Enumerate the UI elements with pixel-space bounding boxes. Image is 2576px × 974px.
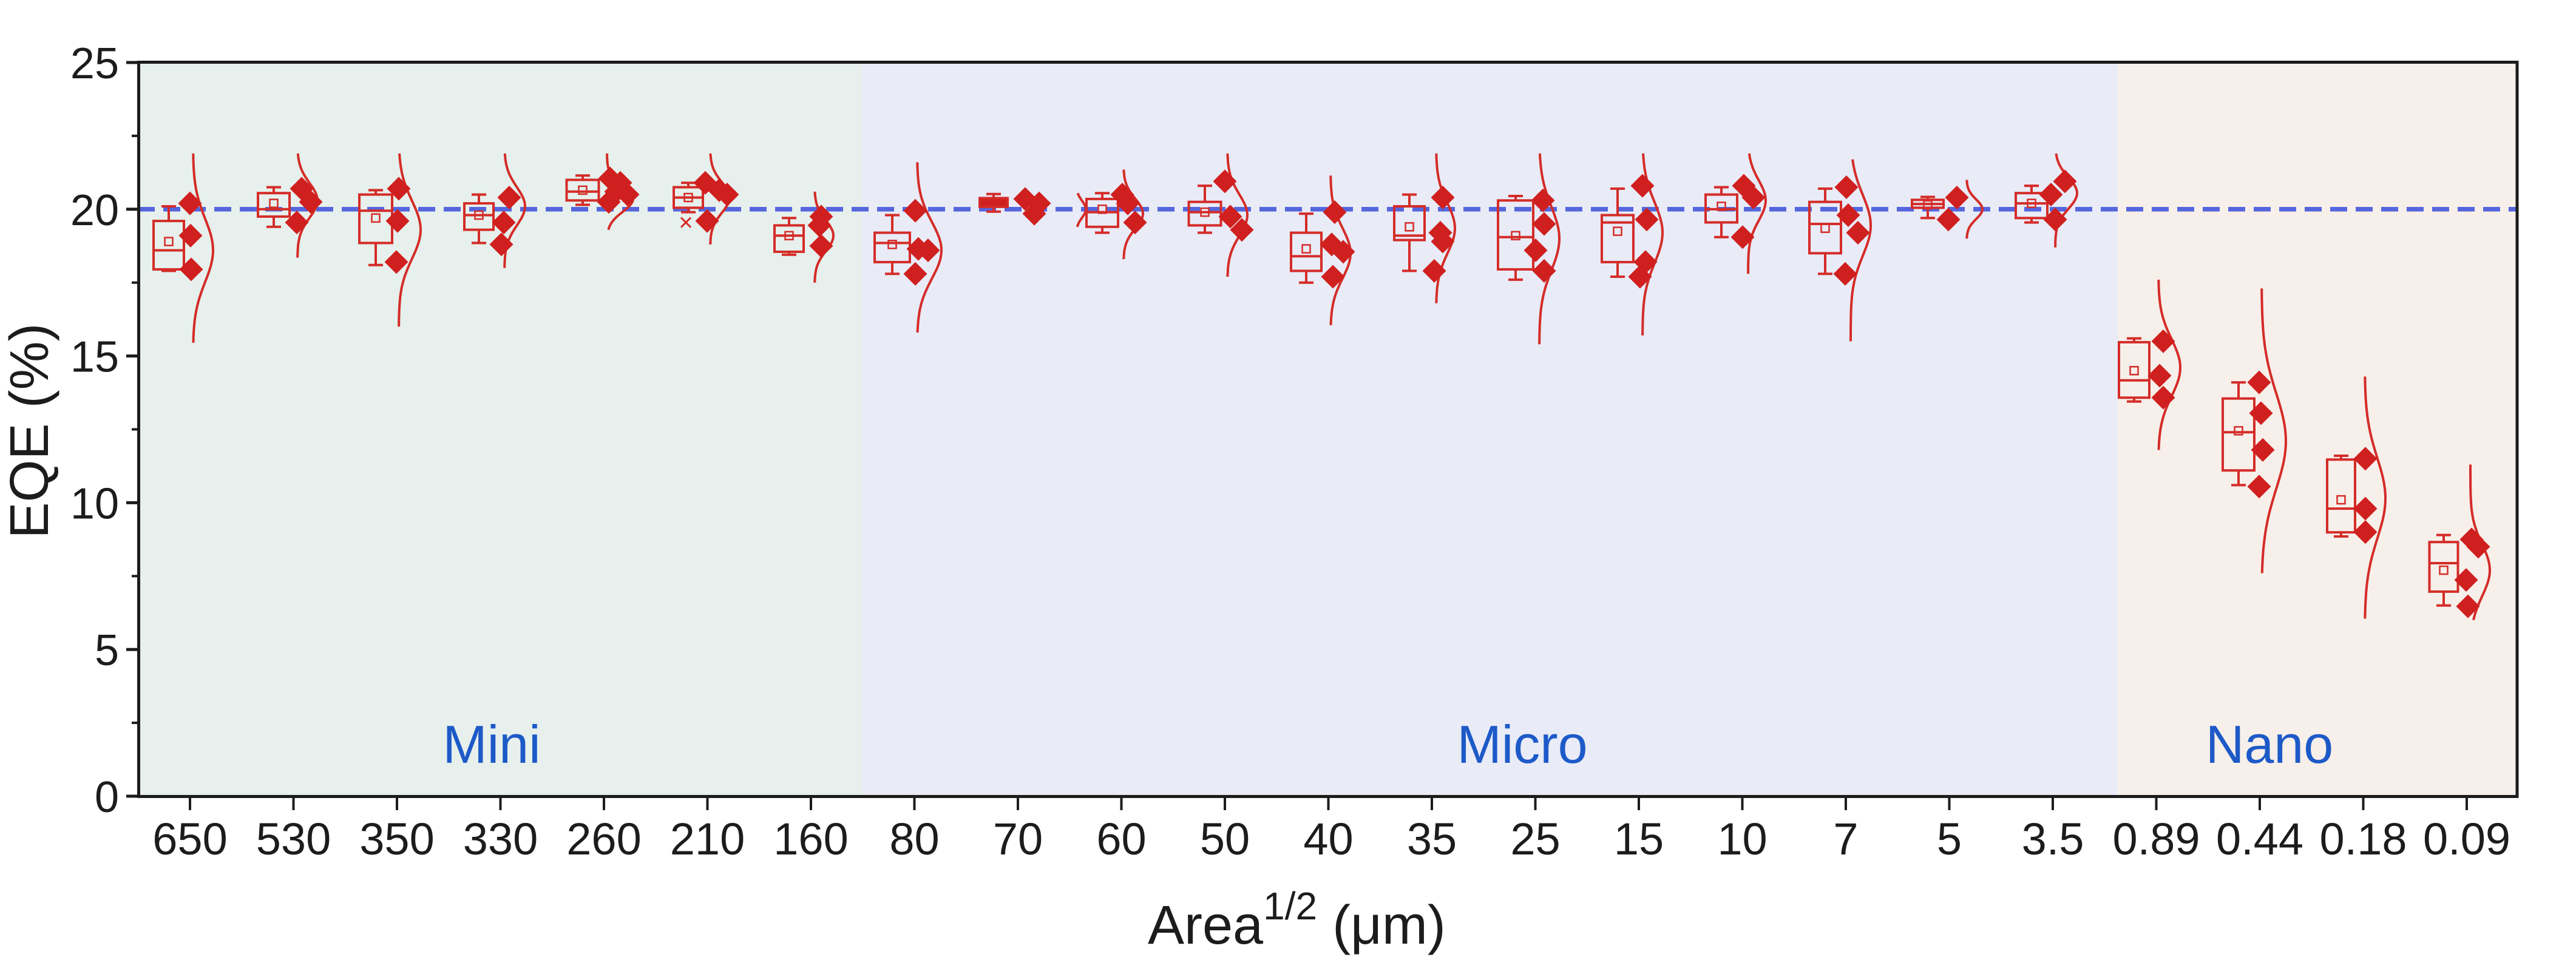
svg-text:35: 35 (1407, 814, 1457, 864)
svg-text:3.5: 3.5 (2022, 814, 2084, 864)
svg-text:60: 60 (1096, 814, 1146, 864)
svg-text:330: 330 (463, 814, 538, 864)
svg-text:25: 25 (1510, 814, 1560, 864)
svg-text:5: 5 (95, 626, 119, 675)
svg-text:EQE (%): EQE (%) (0, 323, 60, 538)
svg-text:20: 20 (70, 186, 119, 235)
svg-text:15: 15 (70, 333, 119, 382)
svg-text:160: 160 (773, 814, 848, 864)
svg-text:7: 7 (1833, 814, 1858, 864)
svg-text:260: 260 (566, 814, 641, 864)
svg-text:10: 10 (70, 479, 119, 528)
svg-text:10: 10 (1717, 814, 1767, 864)
svg-text:650: 650 (152, 814, 227, 864)
svg-text:0.09: 0.09 (2423, 814, 2510, 864)
svg-text:350: 350 (359, 814, 434, 864)
svg-text:70: 70 (993, 814, 1043, 864)
svg-text:530: 530 (256, 814, 331, 864)
svg-text:0.18: 0.18 (2319, 814, 2407, 864)
svg-text:15: 15 (1614, 814, 1664, 864)
svg-text:0.89: 0.89 (2112, 814, 2200, 864)
svg-text:5: 5 (1937, 814, 1962, 864)
svg-text:25: 25 (70, 39, 119, 88)
svg-text:80: 80 (889, 814, 939, 864)
svg-text:Micro: Micro (1457, 714, 1587, 774)
svg-text:Mini: Mini (442, 714, 540, 774)
svg-text:Nano: Nano (2206, 714, 2333, 774)
svg-text:0: 0 (95, 773, 119, 822)
svg-text:0.44: 0.44 (2216, 814, 2303, 864)
svg-text:210: 210 (670, 814, 745, 864)
svg-text:50: 50 (1200, 814, 1250, 864)
svg-text:40: 40 (1303, 814, 1353, 864)
